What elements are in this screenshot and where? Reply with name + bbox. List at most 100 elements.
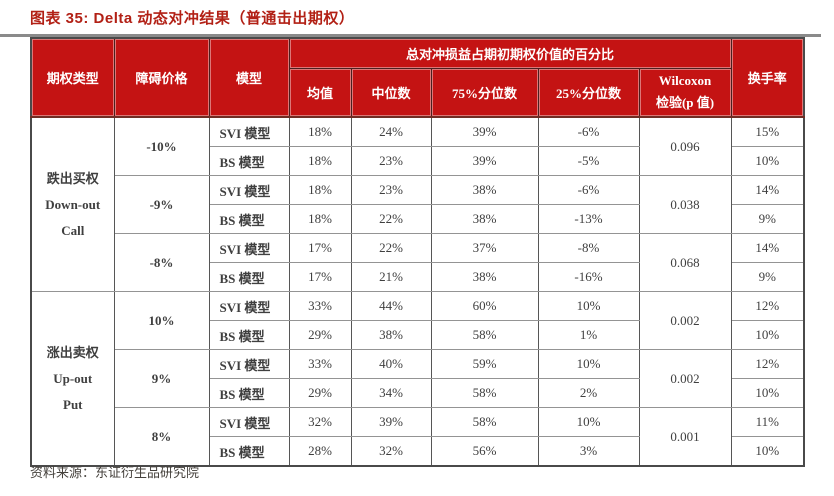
median-cell: 40% (350, 349, 432, 379)
header-wilcoxon-line2: 检验(p 值) (655, 95, 715, 111)
p25-cell: -8% (537, 233, 640, 263)
table-header: 期权类型 障碍价格 模型 总对冲损益占期初期权价值的百分比 换手率 均值 中位数… (30, 37, 805, 118)
model-cell: SVI 模型 (208, 175, 290, 205)
model-cell: BS 模型 (208, 320, 290, 350)
mean-cell: 29% (288, 378, 352, 408)
median-cell: 21% (350, 262, 432, 292)
wilcoxon-cell: 0.096 (638, 116, 732, 176)
turnover-cell: 10% (730, 436, 805, 467)
model-cell: BS 模型 (208, 436, 290, 467)
model-cell: SVI 模型 (208, 291, 290, 321)
median-cell: 23% (350, 146, 432, 176)
header-row-group: 期权类型 障碍价格 模型 总对冲损益占期初期权价值的百分比 换手率 (30, 37, 805, 118)
table-row: BS 模型 29% 38% 58% 1% 10% (31, 320, 805, 350)
table-body: 跌出买权 Down-out Call -10% SVI 模型 18% 24% 39% -6% 0.… (30, 116, 805, 467)
turnover-cell: 9% (730, 262, 805, 292)
p75-cell: 38% (430, 262, 539, 292)
p25-cell: -5% (537, 146, 640, 176)
median-cell: 22% (350, 204, 432, 234)
table-row: BS 模型 29% 34% 58% 2% 10% (31, 378, 805, 408)
p75-cell: 56% (430, 436, 539, 467)
title-divider-rule (0, 34, 821, 37)
p75-cell: 39% (430, 116, 539, 147)
mean-cell: 33% (288, 349, 352, 379)
median-cell: 39% (350, 407, 432, 437)
model-cell: BS 模型 (208, 262, 290, 292)
option-type-line: Put (63, 396, 83, 412)
header-p75: 75%分位数 (430, 67, 539, 118)
model-cell: BS 模型 (208, 204, 290, 234)
model-cell: SVI 模型 (208, 116, 290, 147)
table-row: -9% SVI 模型 18% 23% 38% -6% 0.038 14% (31, 175, 805, 234)
median-cell: 23% (350, 175, 432, 205)
mean-cell: 28% (288, 436, 352, 467)
p25-cell: -16% (537, 262, 640, 292)
p25-cell: 10% (537, 407, 640, 437)
barrier-cell: -10% (113, 116, 210, 176)
p75-cell: 58% (430, 378, 539, 408)
barrier-cell: 10% (113, 291, 210, 350)
p75-cell: 58% (430, 320, 539, 350)
turnover-cell: 9% (730, 204, 805, 234)
p75-cell: 38% (430, 175, 539, 205)
turnover-cell: 12% (730, 349, 805, 379)
model-cell: BS 模型 (208, 146, 290, 176)
option-type-line: 涨出卖权 (46, 344, 99, 360)
p25-cell: -6% (537, 116, 640, 147)
barrier-cell: -8% (113, 233, 210, 292)
wilcoxon-cell: 0.002 (638, 291, 732, 350)
header-wilcoxon: Wilcoxon 检验(p 值) (638, 67, 732, 118)
p25-cell: 2% (537, 378, 640, 408)
p75-cell: 59% (430, 349, 539, 379)
header-option-type: 期权类型 (30, 37, 115, 118)
mean-cell: 29% (288, 320, 352, 350)
median-cell: 44% (350, 291, 432, 321)
table-row: BS 模型 18% 23% 39% -5% 10% (31, 146, 805, 176)
turnover-cell: 10% (730, 378, 805, 408)
table-row: BS 模型 18% 22% 38% -13% 9% (31, 204, 805, 234)
p75-cell: 58% (430, 407, 539, 437)
p25-cell: 10% (537, 349, 640, 379)
median-cell: 24% (350, 116, 432, 147)
figure-title: 图表 35: Delta 动态对冲结果（普通击出期权） (30, 10, 355, 27)
median-cell: 32% (350, 436, 432, 467)
option-type-line: Up-out (53, 370, 93, 386)
median-cell: 22% (350, 233, 432, 263)
turnover-cell: 10% (730, 146, 805, 176)
mean-cell: 17% (288, 233, 352, 263)
p75-cell: 37% (430, 233, 539, 263)
table-row: BS 模型 28% 32% 56% 3% 10% (31, 436, 805, 467)
source-label: 资料来源： (30, 465, 96, 480)
p25-cell: 1% (537, 320, 640, 350)
p25-cell: -6% (537, 175, 640, 205)
mean-cell: 18% (288, 175, 352, 205)
table-row: -8% SVI 模型 17% 22% 37% -8% 0.068 14% (31, 233, 805, 292)
model-cell: SVI 模型 (208, 349, 290, 379)
header-p25: 25%分位数 (537, 67, 640, 118)
mean-cell: 32% (288, 407, 352, 437)
option-type-line: Call (61, 222, 85, 238)
p75-cell: 60% (430, 291, 539, 321)
model-cell: SVI 模型 (208, 233, 290, 263)
mean-cell: 18% (288, 116, 352, 147)
source-name: 东证衍生品研究院 (95, 465, 200, 480)
table-row: 跌出买权 Down-out Call -10% SVI 模型 18% 24% 39% -6% 0.… (30, 116, 805, 292)
p75-cell: 38% (430, 204, 539, 234)
model-cell: SVI 模型 (208, 407, 290, 437)
mean-cell: 18% (288, 204, 352, 234)
wilcoxon-cell: 0.068 (638, 233, 732, 292)
median-cell: 38% (350, 320, 432, 350)
header-model: 模型 (208, 37, 290, 118)
turnover-cell: 15% (730, 116, 805, 147)
turnover-cell: 12% (730, 291, 805, 321)
table-row: BS 模型 17% 21% 38% -16% 9% (31, 262, 805, 292)
mean-cell: 18% (288, 146, 352, 176)
mean-cell: 33% (288, 291, 352, 321)
header-mean: 均值 (288, 67, 352, 118)
p75-cell: 39% (430, 146, 539, 176)
turnover-cell: 11% (730, 407, 805, 437)
p25-cell: 3% (537, 436, 640, 467)
barrier-cell: -9% (113, 175, 210, 234)
mean-cell: 17% (288, 262, 352, 292)
table-row: 9% SVI 模型 33% 40% 59% 10% 0.002 12% (31, 349, 805, 408)
